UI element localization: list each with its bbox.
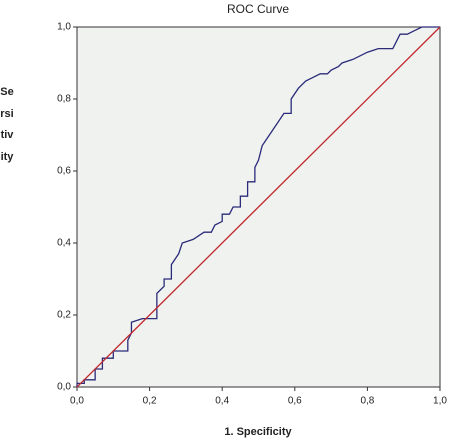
roc-line: [76, 26, 440, 387]
y-tick-label: 0,8: [57, 94, 71, 105]
x-axis-label: 1. Specificity: [224, 426, 292, 438]
y-tick-label: 0,4: [57, 238, 71, 249]
x-tick-label: 0,2: [143, 396, 157, 407]
y-tick-label: 0,0: [57, 382, 71, 393]
x-tick-label: 0,4: [215, 396, 229, 407]
x-tick-label: 0,6: [288, 396, 302, 407]
y-axis-label: Sersitivity: [0, 86, 14, 163]
y-tick-label: 0,2: [57, 310, 71, 321]
x-tick-label: 0,0: [70, 396, 84, 407]
x-tick-label: 0,8: [360, 396, 374, 407]
x-tick-label: 1,0: [433, 396, 447, 407]
roc-line: [76, 26, 441, 388]
y-tick-label: 0,6: [57, 166, 71, 177]
chart-title: ROC Curve: [227, 2, 289, 16]
y-tick-label: 1,0: [57, 22, 71, 33]
